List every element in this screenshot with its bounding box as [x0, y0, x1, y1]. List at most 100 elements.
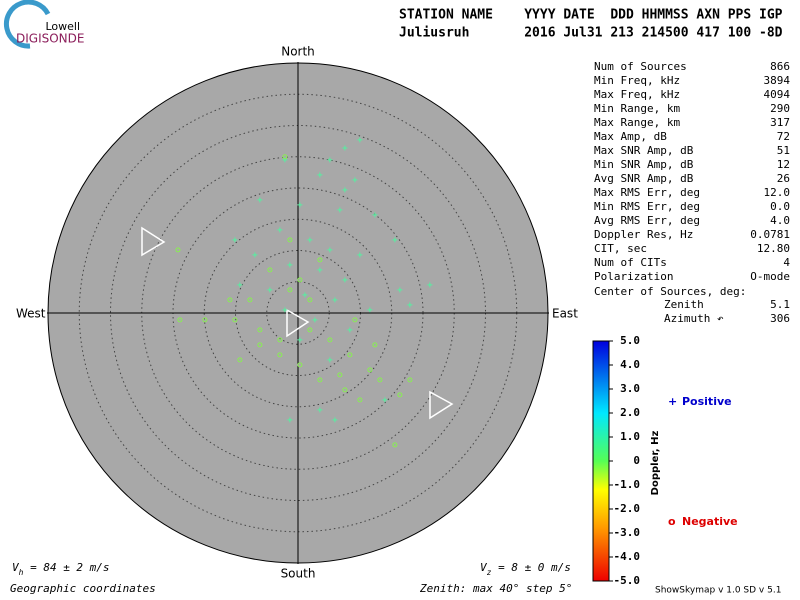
source-positive — [372, 212, 378, 218]
source-positive — [327, 357, 333, 363]
source-negative — [202, 317, 208, 323]
source-positive — [427, 282, 433, 288]
coords-note: Geographic coordinates — [10, 582, 156, 595]
colorbar-tick-label: -4.0 — [614, 550, 641, 563]
colorbar-tick-label: 4.0 — [620, 358, 640, 371]
source-negative — [227, 297, 233, 303]
source-positive — [257, 197, 263, 203]
source-negative — [267, 267, 273, 273]
stat-value: 290 — [770, 102, 790, 115]
center-label: Zenith — [664, 298, 704, 311]
logo-bottom: DIGISONDE — [16, 32, 84, 46]
stat-label: Max Range, km — [594, 116, 680, 129]
antenna-marker — [141, 226, 166, 257]
stat-label: CIT, sec — [594, 242, 647, 255]
source-negative — [352, 317, 358, 323]
stat-value: 12.80 — [757, 242, 790, 255]
source-positive — [277, 227, 283, 233]
source-negative — [257, 327, 263, 333]
stat-value: 4.0 — [770, 214, 790, 227]
source-positive — [357, 137, 363, 143]
stat-label: Doppler Res, Hz — [594, 228, 693, 241]
stat-label: Min SNR Amp, dB — [594, 158, 694, 171]
source-negative — [342, 387, 348, 393]
source-positive — [347, 327, 353, 333]
stat-label: Avg RMS Err, deg — [594, 214, 700, 227]
stat-label: Num of CITs — [594, 256, 667, 269]
zenith-note: Zenith: max 40° step 5° — [419, 582, 572, 595]
header-line: STATION NAME YYYY DATE DDD HHMMSS AXN PP… — [399, 8, 783, 23]
source-negative — [287, 287, 293, 293]
stat-label: Max SNR Amp, dB — [594, 144, 694, 157]
source-positive — [282, 157, 288, 163]
antenna-marker — [429, 390, 454, 420]
stat-value: 4094 — [764, 88, 791, 101]
source-positive — [392, 237, 398, 243]
source-positive — [312, 317, 318, 323]
source-negative — [287, 237, 293, 243]
source-negative — [247, 297, 253, 303]
stat-label: Min Range, km — [594, 102, 680, 115]
source-positive — [297, 337, 303, 343]
vz: Vz = 8 ± 0 m/s — [480, 561, 571, 577]
stat-label: Max Amp, dB — [594, 130, 667, 143]
stat-value: 12.0 — [764, 186, 791, 199]
source-negative — [307, 297, 313, 303]
source-negative — [317, 257, 323, 263]
source-positive — [342, 145, 348, 151]
source-negative — [237, 357, 243, 363]
direction-label: North — [281, 45, 315, 59]
stat-value: 0.0 — [770, 200, 790, 213]
antenna-marker — [286, 308, 310, 338]
colorbar-tick-label: -5.0 — [614, 574, 641, 587]
source-negative — [357, 397, 363, 403]
source-positive — [282, 307, 288, 313]
stat-label: Num of Sources — [594, 60, 687, 73]
stat-value: 72 — [777, 130, 790, 143]
source-negative — [175, 247, 181, 253]
source-positive — [407, 302, 413, 308]
colorbar-label: Doppler, Hz — [650, 431, 661, 496]
source-negative — [282, 154, 288, 160]
version: ShowSkymap v 1.0 SD v 5.1 — [655, 586, 781, 596]
logo-arc — [4, 0, 51, 49]
stat-label: Min Freq, kHz — [594, 74, 680, 87]
source-positive — [367, 307, 373, 313]
legend-label: Positive — [682, 395, 732, 408]
center-value: 306 — [770, 312, 790, 325]
source-positive — [327, 157, 333, 163]
colorbar-tick-label: 1.0 — [620, 430, 640, 443]
stat-value: 26 — [777, 172, 790, 185]
source-positive — [327, 247, 333, 253]
stat-value: 866 — [770, 60, 790, 73]
stat-label: Avg SNR Amp, dB — [594, 172, 694, 185]
stat-value: O-mode — [750, 270, 790, 283]
legend-marker: + — [668, 395, 677, 408]
source-positive — [332, 297, 338, 303]
source-positive — [297, 202, 303, 208]
colorbar — [592, 340, 610, 582]
stat-value: 12 — [777, 158, 790, 171]
source-negative — [297, 362, 303, 368]
source-negative — [232, 317, 238, 323]
source-negative — [337, 372, 343, 378]
source-positive — [237, 282, 243, 288]
center-label: Azimuth ↶ — [664, 312, 724, 325]
source-positive — [382, 397, 388, 403]
source-positive — [317, 267, 323, 273]
colorbar-tick-label: -2.0 — [614, 502, 641, 515]
source-negative — [397, 392, 403, 398]
source-positive — [342, 187, 348, 193]
source-negative — [407, 377, 413, 383]
source-positive — [232, 237, 238, 243]
source-negative — [277, 352, 283, 358]
header-line: Juliusruh 2016 Jul31 213 214500 417 100 … — [399, 26, 783, 41]
colorbar-tick-label: -3.0 — [614, 526, 641, 539]
source-negative — [367, 367, 373, 373]
colorbar-tick-label: 2.0 — [620, 406, 640, 419]
source-negative — [392, 442, 398, 448]
source-positive — [352, 177, 358, 183]
logo-top: Lowell — [45, 20, 80, 33]
source-positive — [307, 237, 313, 243]
